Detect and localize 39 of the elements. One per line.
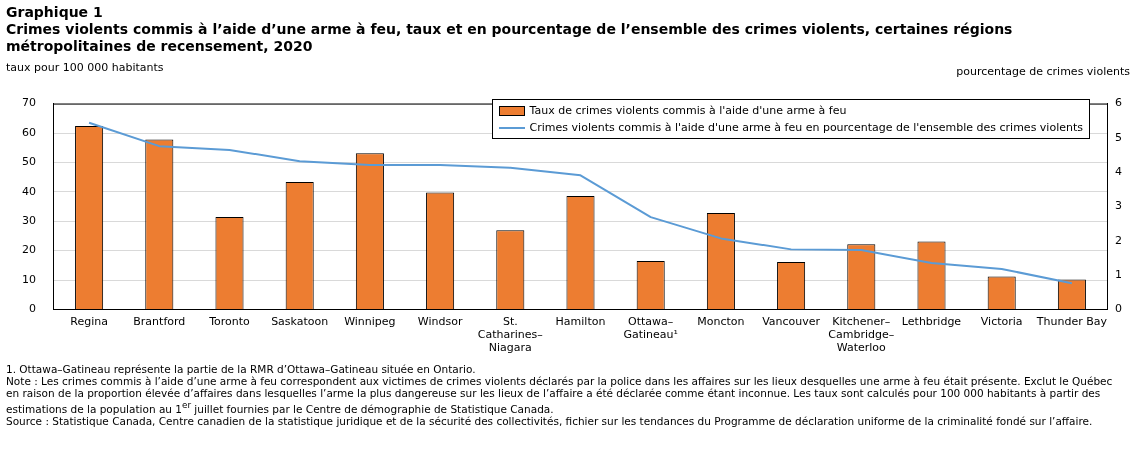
y-tick-label: 50 xyxy=(22,155,36,169)
y-tick-label: 10 xyxy=(22,272,36,286)
y2-tick-label: 3 xyxy=(1115,199,1122,213)
y2-tick-label: 5 xyxy=(1115,130,1122,144)
x-tick-label: Brantford xyxy=(133,314,186,328)
legend-label: Crimes violents commis à l'aide d'une arme à feu en pourcentage de l'ensemble des crimes violents xyxy=(529,121,1083,134)
x-tick-label: Lethbridge xyxy=(901,314,962,328)
text: 1. Ottawa–Gatineau représente la partie de la RMR d’Ottawa–Gatineau située en Ontario. xyxy=(6,363,477,375)
x-tick-label: Saskatoon xyxy=(271,314,329,328)
y-axis-title: taux pour 100 000 habitants xyxy=(6,61,164,76)
x-tick-label: Ottawa– Gatineau¹ xyxy=(623,314,678,342)
x-tick-label: Victoria xyxy=(980,314,1023,328)
x-tick-label: Moncton xyxy=(697,314,745,328)
x-tick-label: Thunder Bay xyxy=(1035,314,1108,328)
chart-subtitle: Crimes violents commis à l’aide d’une arme à feu, taux et en pourcentage de l’ensemble des crimes violents, certaines régions métropolitaines de recensement, 2020 xyxy=(6,21,1014,55)
text: Note : Les crimes commis à l’aide d’une arme à feu correspondent aux victimes de crimes violents déclarés par la police dans les affaires sur les lieux desquelles une arme à feu était présente. Exclut le Québec en raison de la proportion élevée d’affaires dans lesquelles l’arme la plus dangereuse sur les lieux de l’affaire a été déclarée comme étant inconnue. Les taux sont calculés pour 100 000 habitants à partir des estimations de la population au 1$^{er}$ juillet fournies par le Centre de démographie de Statistique Canada. xyxy=(6,375,1114,415)
y-tick-label: 60 xyxy=(22,125,36,139)
y-tick-label: 70 xyxy=(22,96,36,110)
y2-axis-title: pourcentage de crimes violents xyxy=(956,65,1130,79)
y-tick-label: 20 xyxy=(22,243,36,257)
y2-tick-label: 4 xyxy=(1115,165,1122,179)
y2-tick-label: 6 xyxy=(1115,96,1122,110)
x-tick-label: Hamilton xyxy=(555,314,606,328)
x-tick-label: Windsor xyxy=(417,314,463,328)
y2-tick-label: 0 xyxy=(1115,302,1122,316)
x-tick-label: Vancouver xyxy=(762,314,821,328)
x-tick-label: Regina xyxy=(70,314,108,328)
y2-tick-label: 1 xyxy=(1115,267,1122,281)
y-tick-label: 40 xyxy=(22,184,36,198)
legend-label: Taux de crimes violents commis à l'aide d'une arme à feu xyxy=(529,104,847,117)
y2-tick-label: 2 xyxy=(1115,233,1122,247)
chart-title: Graphique 1 xyxy=(6,4,104,21)
y-tick-label: 30 xyxy=(22,214,36,228)
x-tick-label: Toronto xyxy=(208,314,251,328)
y-tick-label: 0 xyxy=(29,302,36,316)
source-note: Source : Statistique Canada, Centre canadien de la statistique juridique et de la sécurité des collectivités, fichier sur les tendances du Programme de déclaration uniforme de la criminalité fondé sur l’affaire. xyxy=(6,414,1094,427)
x-tick-label: St. Catharines– Niagara xyxy=(477,314,543,355)
x-tick-label: Kitchener– Cambridge– Waterloo xyxy=(828,314,895,355)
x-tick-label: Winnipeg xyxy=(344,314,396,328)
